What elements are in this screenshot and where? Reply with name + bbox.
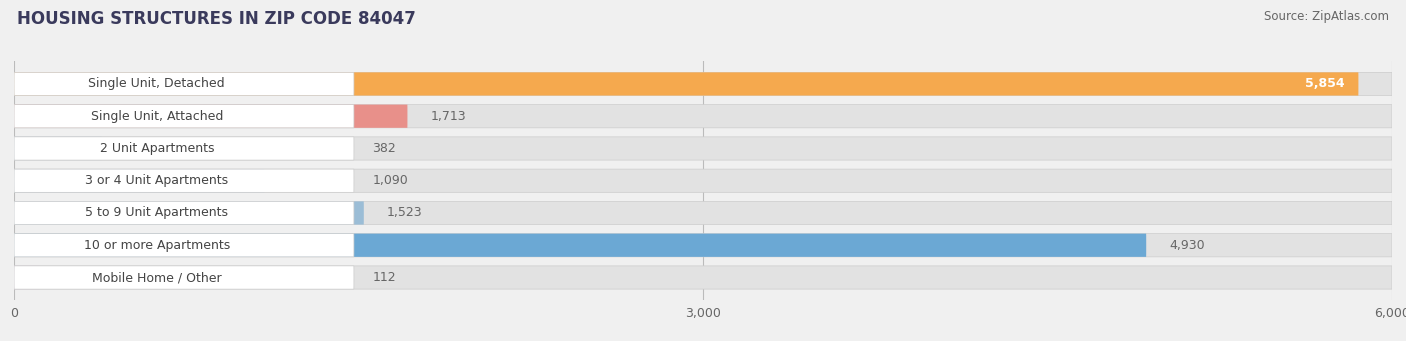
FancyBboxPatch shape <box>14 169 1392 192</box>
Text: 1,713: 1,713 <box>430 110 465 123</box>
Text: 5,854: 5,854 <box>1305 77 1344 90</box>
FancyBboxPatch shape <box>14 169 264 192</box>
FancyBboxPatch shape <box>14 234 1146 257</box>
FancyBboxPatch shape <box>14 169 354 192</box>
Text: Single Unit, Detached: Single Unit, Detached <box>89 77 225 90</box>
FancyBboxPatch shape <box>14 266 39 289</box>
Text: Single Unit, Attached: Single Unit, Attached <box>90 110 224 123</box>
FancyBboxPatch shape <box>14 72 1392 95</box>
Text: 4,930: 4,930 <box>1170 239 1205 252</box>
FancyBboxPatch shape <box>14 234 354 257</box>
Text: Source: ZipAtlas.com: Source: ZipAtlas.com <box>1264 10 1389 23</box>
FancyBboxPatch shape <box>14 105 1392 128</box>
FancyBboxPatch shape <box>14 72 354 95</box>
Text: 1,523: 1,523 <box>387 207 422 220</box>
FancyBboxPatch shape <box>14 266 1392 289</box>
Text: 5 to 9 Unit Apartments: 5 to 9 Unit Apartments <box>86 207 228 220</box>
Text: 1,090: 1,090 <box>373 174 408 187</box>
Text: HOUSING STRUCTURES IN ZIP CODE 84047: HOUSING STRUCTURES IN ZIP CODE 84047 <box>17 10 416 28</box>
Text: Mobile Home / Other: Mobile Home / Other <box>91 271 222 284</box>
FancyBboxPatch shape <box>14 105 354 128</box>
FancyBboxPatch shape <box>14 137 101 160</box>
FancyBboxPatch shape <box>14 72 1358 95</box>
Text: 3 or 4 Unit Apartments: 3 or 4 Unit Apartments <box>86 174 228 187</box>
Text: 382: 382 <box>373 142 396 155</box>
FancyBboxPatch shape <box>14 202 1392 225</box>
FancyBboxPatch shape <box>14 266 354 289</box>
Text: 112: 112 <box>373 271 396 284</box>
FancyBboxPatch shape <box>14 202 354 225</box>
FancyBboxPatch shape <box>14 137 354 160</box>
Text: 10 or more Apartments: 10 or more Apartments <box>84 239 231 252</box>
FancyBboxPatch shape <box>14 202 364 225</box>
FancyBboxPatch shape <box>14 137 1392 160</box>
Text: 2 Unit Apartments: 2 Unit Apartments <box>100 142 214 155</box>
FancyBboxPatch shape <box>14 105 408 128</box>
FancyBboxPatch shape <box>14 234 1392 257</box>
